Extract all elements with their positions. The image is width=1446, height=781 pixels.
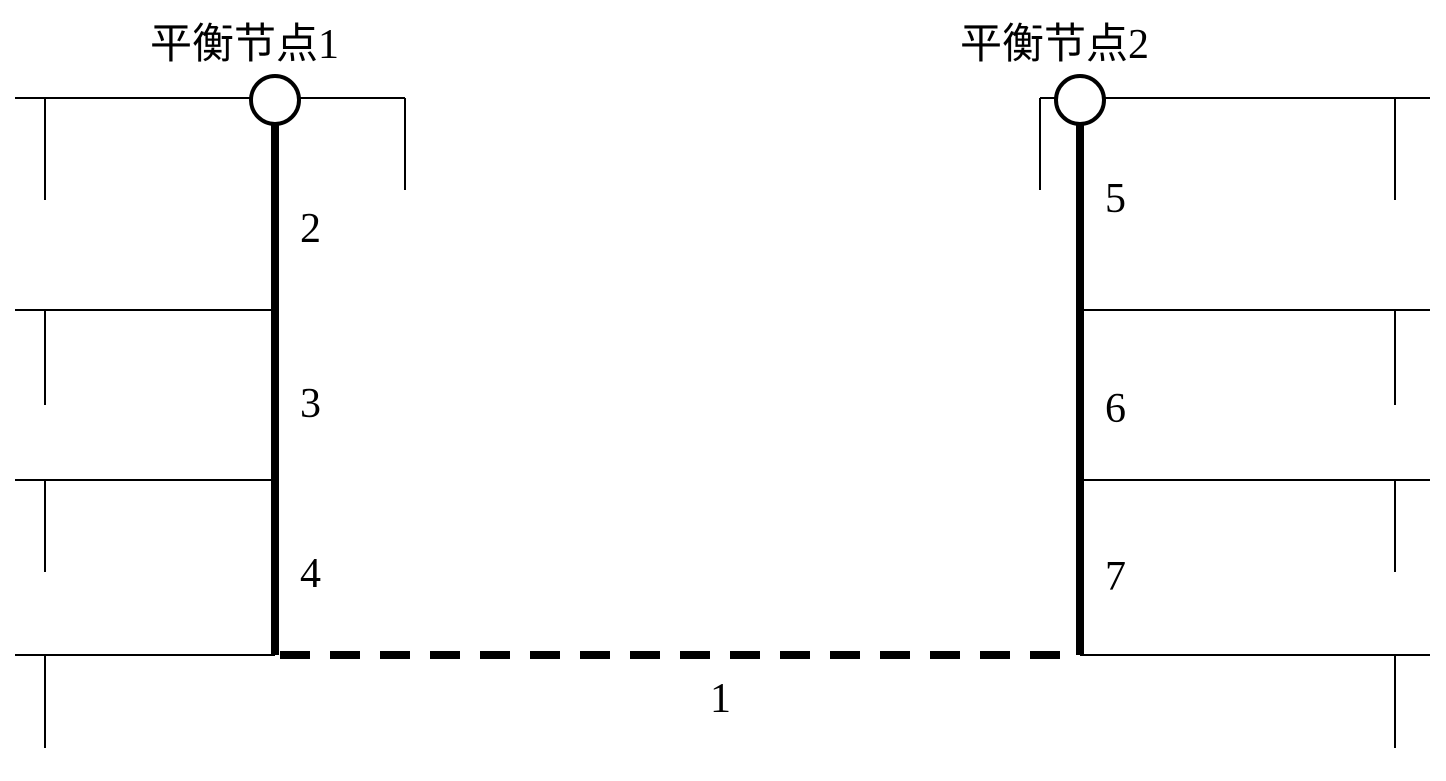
balance-node-1-label: 平衡节点1 [150, 10, 339, 71]
node-label-7: 7 [1105, 553, 1126, 601]
balance-node-2-label: 平衡节点2 [960, 10, 1149, 71]
node-label-5: 5 [1105, 175, 1126, 223]
node-label-4: 4 [300, 550, 321, 598]
node-label-6: 6 [1105, 385, 1126, 433]
network-diagram: 平衡节点1 平衡节点2 1 2 3 4 5 6 7 [0, 0, 1446, 781]
diagram-svg [0, 0, 1446, 781]
node-label-2: 2 [300, 205, 321, 253]
node-label-3: 3 [300, 380, 321, 428]
node-label-1: 1 [710, 675, 731, 723]
